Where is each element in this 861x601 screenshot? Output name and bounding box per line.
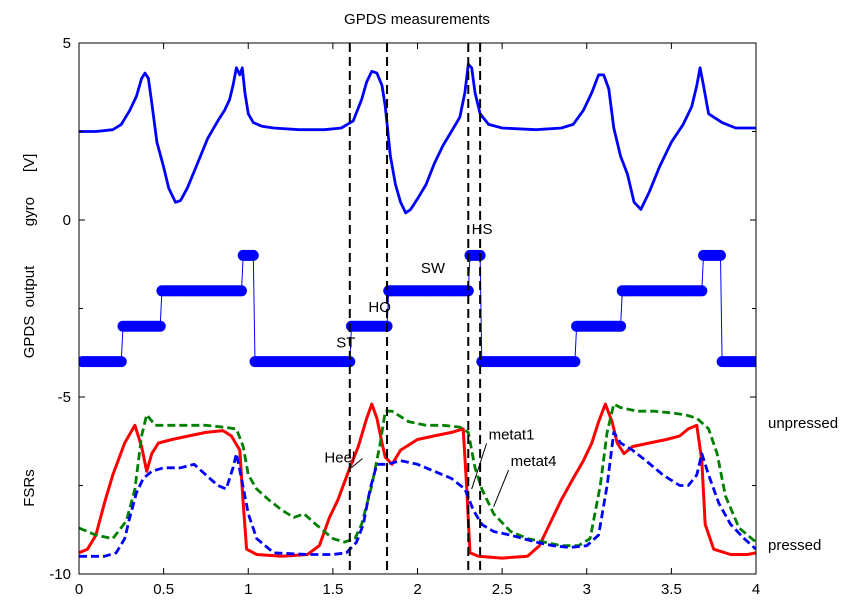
y-tick-label: -10 <box>49 566 71 583</box>
gpds-marker <box>235 285 247 297</box>
x-tick-label: 1 <box>244 581 252 598</box>
gpds-marker <box>115 356 127 368</box>
y-tick-label: 5 <box>63 35 71 52</box>
series-metat1 <box>79 402 756 548</box>
annotation-leader <box>493 469 510 507</box>
phase-label: ST <box>336 334 355 351</box>
gpds-marker <box>714 249 726 261</box>
ylabel-fsrs: FSRs <box>21 469 38 507</box>
x-tick-label: 0 <box>75 581 83 598</box>
x-tick-label: 4 <box>752 581 760 598</box>
gpds-marker <box>569 356 581 368</box>
gpds-marker <box>247 249 259 261</box>
series-layer <box>79 62 756 560</box>
gpds-marker <box>696 285 708 297</box>
plot-frame <box>78 42 757 575</box>
gpds-marker <box>344 356 356 368</box>
right-label-pressed: pressed <box>768 537 821 554</box>
x-tick-label: 3 <box>583 581 591 598</box>
gpds-marker <box>615 320 627 332</box>
chart-title: GPDS measurements <box>344 11 490 28</box>
annotations: ST HO SW HS Heel metat1 metat4 <box>324 221 556 507</box>
x-tick-label: 3.5 <box>661 581 682 598</box>
x-tick-label: 1.5 <box>322 581 343 598</box>
annotation-leader <box>471 443 488 490</box>
annotation-metat1: metat1 <box>489 426 535 443</box>
phase-lines <box>348 43 482 574</box>
x-tick-label: 2.5 <box>492 581 513 598</box>
annotation-leader <box>351 458 363 469</box>
annotation-heel: Heel <box>324 449 355 466</box>
series-gpds-output-line <box>82 254 756 363</box>
y-tick-label: -5 <box>58 389 71 406</box>
gpds-marker <box>462 285 474 297</box>
x-tick-label: 0.5 <box>153 581 174 598</box>
series-gpds-output-markers <box>79 249 756 368</box>
axis-ticks: 0 0.5 1 1.5 2 2.5 3 3.5 4 5 0 -5 -10 <box>49 35 760 598</box>
phase-label: HS <box>472 221 493 238</box>
phase-label: SW <box>421 260 446 277</box>
ylabel-gyro: gyro [V] <box>21 154 38 227</box>
gpds-marker <box>154 320 166 332</box>
x-tick-label: 2 <box>413 581 421 598</box>
series-gyro <box>79 62 756 215</box>
labels: gyro [V] GPDS output FSRs unpressed pres… <box>21 154 838 554</box>
annotation-metat4: metat4 <box>511 453 557 470</box>
series-heel <box>79 402 756 560</box>
y-tick-label: 0 <box>63 212 71 229</box>
phase-label: HO <box>368 299 391 316</box>
series-metat4 <box>79 431 756 558</box>
ylabel-gpds: GPDS output <box>21 265 38 358</box>
right-label-unpressed: unpressed <box>768 415 838 432</box>
gpds-marker <box>750 356 756 368</box>
